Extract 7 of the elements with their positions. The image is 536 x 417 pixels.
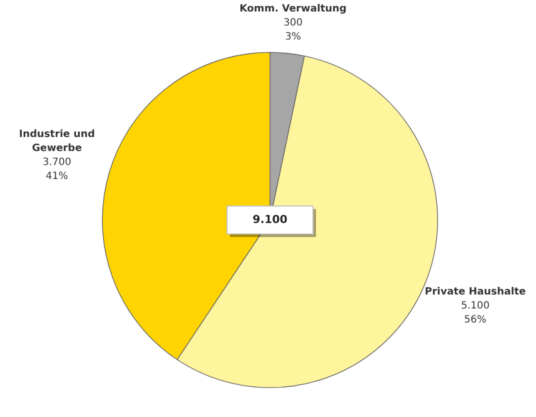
data-label: 3.700 41% [42,157,72,182]
data-label: 300 3% [283,18,303,43]
slice-label: Private Haushalte [424,286,526,298]
text: 9.100 [252,212,288,226]
slice-label: Industrie und Gewerbe [18,129,95,154]
slice-label: Komm. Verwaltung [239,4,347,15]
data-label: 5.100 56% [460,300,490,326]
